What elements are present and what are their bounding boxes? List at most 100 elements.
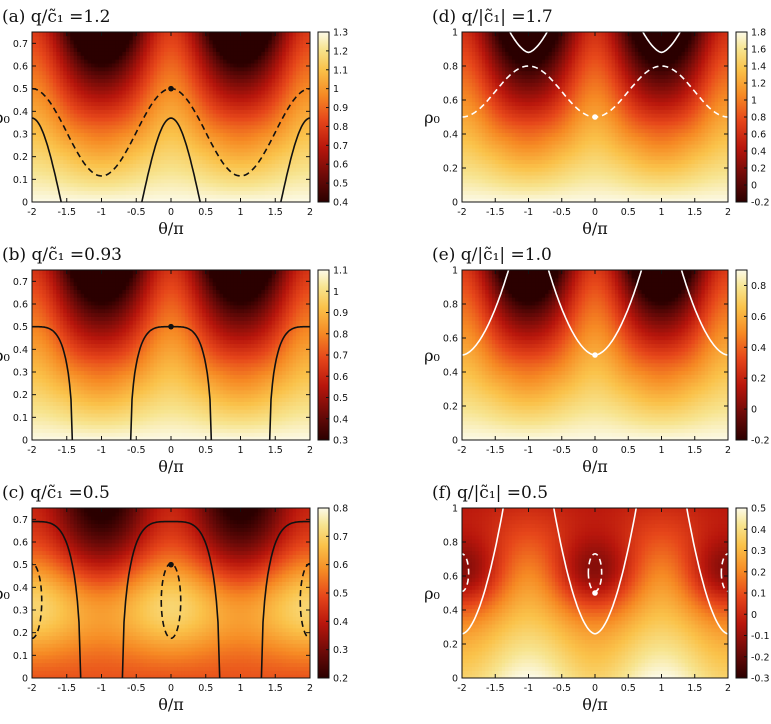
- heatmap-cell: [271, 194, 276, 199]
- heatmap-cell: [115, 32, 120, 37]
- heatmap-cell: [296, 43, 301, 49]
- heatmap-cell: [209, 66, 214, 72]
- heatmap-cell: [70, 385, 75, 391]
- heatmap-cell: [108, 401, 113, 406]
- heatmap-cell: [132, 144, 137, 149]
- heatmap-cell: [136, 304, 141, 310]
- heatmap-cell: [111, 436, 116, 440]
- heatmap-cell: [132, 113, 137, 118]
- heatmap-cell: [146, 39, 151, 45]
- heatmap-cell: [237, 147, 242, 153]
- heatmap-cell: [118, 47, 123, 52]
- heatmap-cell: [59, 351, 64, 356]
- heatmap-cell: [59, 198, 64, 202]
- heatmap-cell: [111, 159, 116, 164]
- heatmap-cell: [35, 436, 40, 440]
- heatmap-cell: [129, 385, 134, 391]
- heatmap-cell: [91, 47, 96, 52]
- heatmap-cell: [157, 155, 162, 161]
- heatmap-cell: [129, 120, 134, 126]
- heatmap-cell: [299, 182, 304, 188]
- heatmap-cell: [188, 147, 193, 153]
- heatmap-cell: [118, 151, 123, 157]
- heatmap-cell: [63, 151, 68, 157]
- heatmap-cell: [240, 105, 245, 110]
- heatmap-cell: [56, 198, 61, 202]
- heatmap-cell: [32, 277, 37, 283]
- heatmap-cell: [56, 35, 61, 41]
- heatmap-cell: [282, 59, 287, 64]
- heatmap-cell: [49, 339, 54, 345]
- heatmap-cell: [32, 155, 37, 161]
- heatmap-cell: [77, 66, 82, 72]
- heatmap-cell: [257, 132, 262, 137]
- heatmap-cell: [289, 136, 294, 141]
- heatmap-cell: [278, 136, 283, 141]
- heatmap-cell: [184, 78, 189, 83]
- heatmap-cell: [216, 182, 221, 188]
- heatmap-cell: [115, 147, 120, 153]
- heatmap-cell: [188, 66, 193, 72]
- heatmap-cell: [70, 147, 75, 153]
- heatmap-cell: [132, 416, 137, 422]
- heatmap-cell: [233, 105, 238, 110]
- heatmap-cell: [84, 39, 89, 45]
- heatmap-cell: [111, 397, 116, 402]
- heatmap-cell: [32, 70, 37, 76]
- heatmap-cell: [136, 178, 141, 184]
- heatmap-cell: [223, 198, 228, 202]
- heatmap-cell: [216, 59, 221, 64]
- heatmap-cell: [77, 273, 82, 279]
- heatmap-cell: [240, 159, 245, 164]
- heatmap-cell: [52, 86, 57, 91]
- heatmap-cell: [87, 89, 92, 95]
- heatmap-cell: [129, 308, 134, 314]
- heatmap-cell: [271, 109, 276, 114]
- heatmap-cell: [63, 335, 68, 341]
- heatmap-cell: [271, 74, 276, 79]
- heatmap-cell: [167, 47, 172, 52]
- heatmap-cell: [205, 163, 210, 168]
- heatmap-cell: [174, 82, 179, 87]
- heatmap-cell: [91, 198, 96, 202]
- heatmap-cell: [247, 93, 252, 99]
- heatmap-cell: [52, 124, 57, 130]
- heatmap-cell: [195, 167, 200, 172]
- heatmap-cell: [115, 117, 120, 122]
- heatmap-cell: [108, 281, 113, 287]
- heatmap-cell: [150, 120, 155, 126]
- heatmap-cell: [209, 128, 214, 134]
- heatmap-cell: [209, 190, 214, 195]
- heatmap-cell: [233, 198, 238, 202]
- heatmap-cell: [139, 151, 144, 157]
- heatmap-cell: [84, 401, 89, 406]
- heatmap-cell: [226, 97, 231, 103]
- heatmap-cell: [94, 409, 99, 414]
- heatmap-cell: [171, 186, 176, 192]
- heatmap-cell: [174, 93, 179, 99]
- heatmap-cell: [237, 35, 242, 41]
- heatmap-cell: [91, 312, 96, 317]
- heatmap-cell: [198, 43, 203, 49]
- heatmap-cell: [45, 39, 50, 45]
- heatmap-cell: [32, 194, 37, 199]
- heatmap-cell: [278, 78, 283, 83]
- heatmap-cell: [91, 86, 96, 91]
- heatmap-cell: [188, 140, 193, 145]
- heatmap-cell: [278, 74, 283, 79]
- heatmap-cell: [108, 366, 113, 372]
- heatmap-cell: [56, 43, 61, 49]
- heatmap-cell: [101, 416, 106, 422]
- heatmap-cell: [243, 51, 249, 56]
- heatmap-cell: [101, 312, 106, 317]
- heatmap-cell: [303, 147, 308, 153]
- heatmap-cell: [63, 109, 68, 114]
- heatmap-cell: [84, 347, 89, 352]
- heatmap-cell: [296, 159, 301, 164]
- heatmap-cell: [111, 140, 116, 145]
- heatmap-cell: [292, 78, 297, 83]
- heatmap-cell: [296, 51, 301, 56]
- heatmap-cell: [157, 136, 162, 141]
- heatmap-cell: [271, 86, 276, 91]
- heatmap-cell: [237, 178, 242, 184]
